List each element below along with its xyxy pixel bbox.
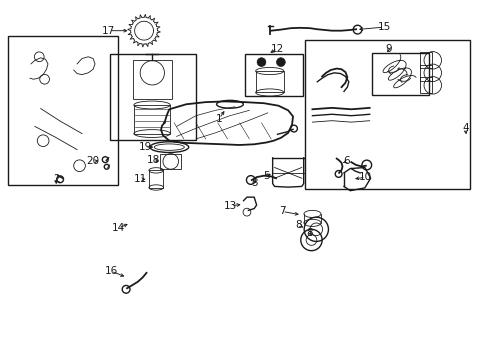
Text: 6: 6 [343,157,349,166]
Text: 8: 8 [306,228,313,238]
Bar [109,54,196,140]
Bar [305,40,469,189]
Text: 9: 9 [385,44,391,54]
Text: 13: 13 [224,201,237,211]
Bar [245,54,302,96]
Text: 3: 3 [250,178,257,188]
Bar [133,60,171,99]
Text: 14: 14 [111,223,125,233]
Text: 5: 5 [263,171,269,181]
Text: 18: 18 [146,156,160,165]
Bar [371,53,428,95]
Circle shape [276,58,285,67]
Text: 11: 11 [133,174,146,184]
Text: 19: 19 [138,142,151,152]
Text: 8: 8 [295,220,302,230]
Bar [160,154,181,169]
Text: 1: 1 [216,113,222,123]
Text: 10: 10 [359,172,371,182]
Bar [134,105,170,134]
Text: 4: 4 [461,123,468,133]
Text: 16: 16 [104,266,118,276]
Bar [419,77,431,93]
Circle shape [257,58,265,67]
Bar [419,65,431,81]
Bar [8,36,118,185]
Bar [419,53,431,68]
Text: 2: 2 [53,174,60,184]
Text: 20: 20 [86,157,100,166]
Text: 12: 12 [270,44,284,54]
Text: 15: 15 [377,22,390,32]
Text: 7: 7 [279,206,285,216]
Bar [255,71,283,93]
Bar [149,170,163,188]
Text: 17: 17 [102,26,115,36]
